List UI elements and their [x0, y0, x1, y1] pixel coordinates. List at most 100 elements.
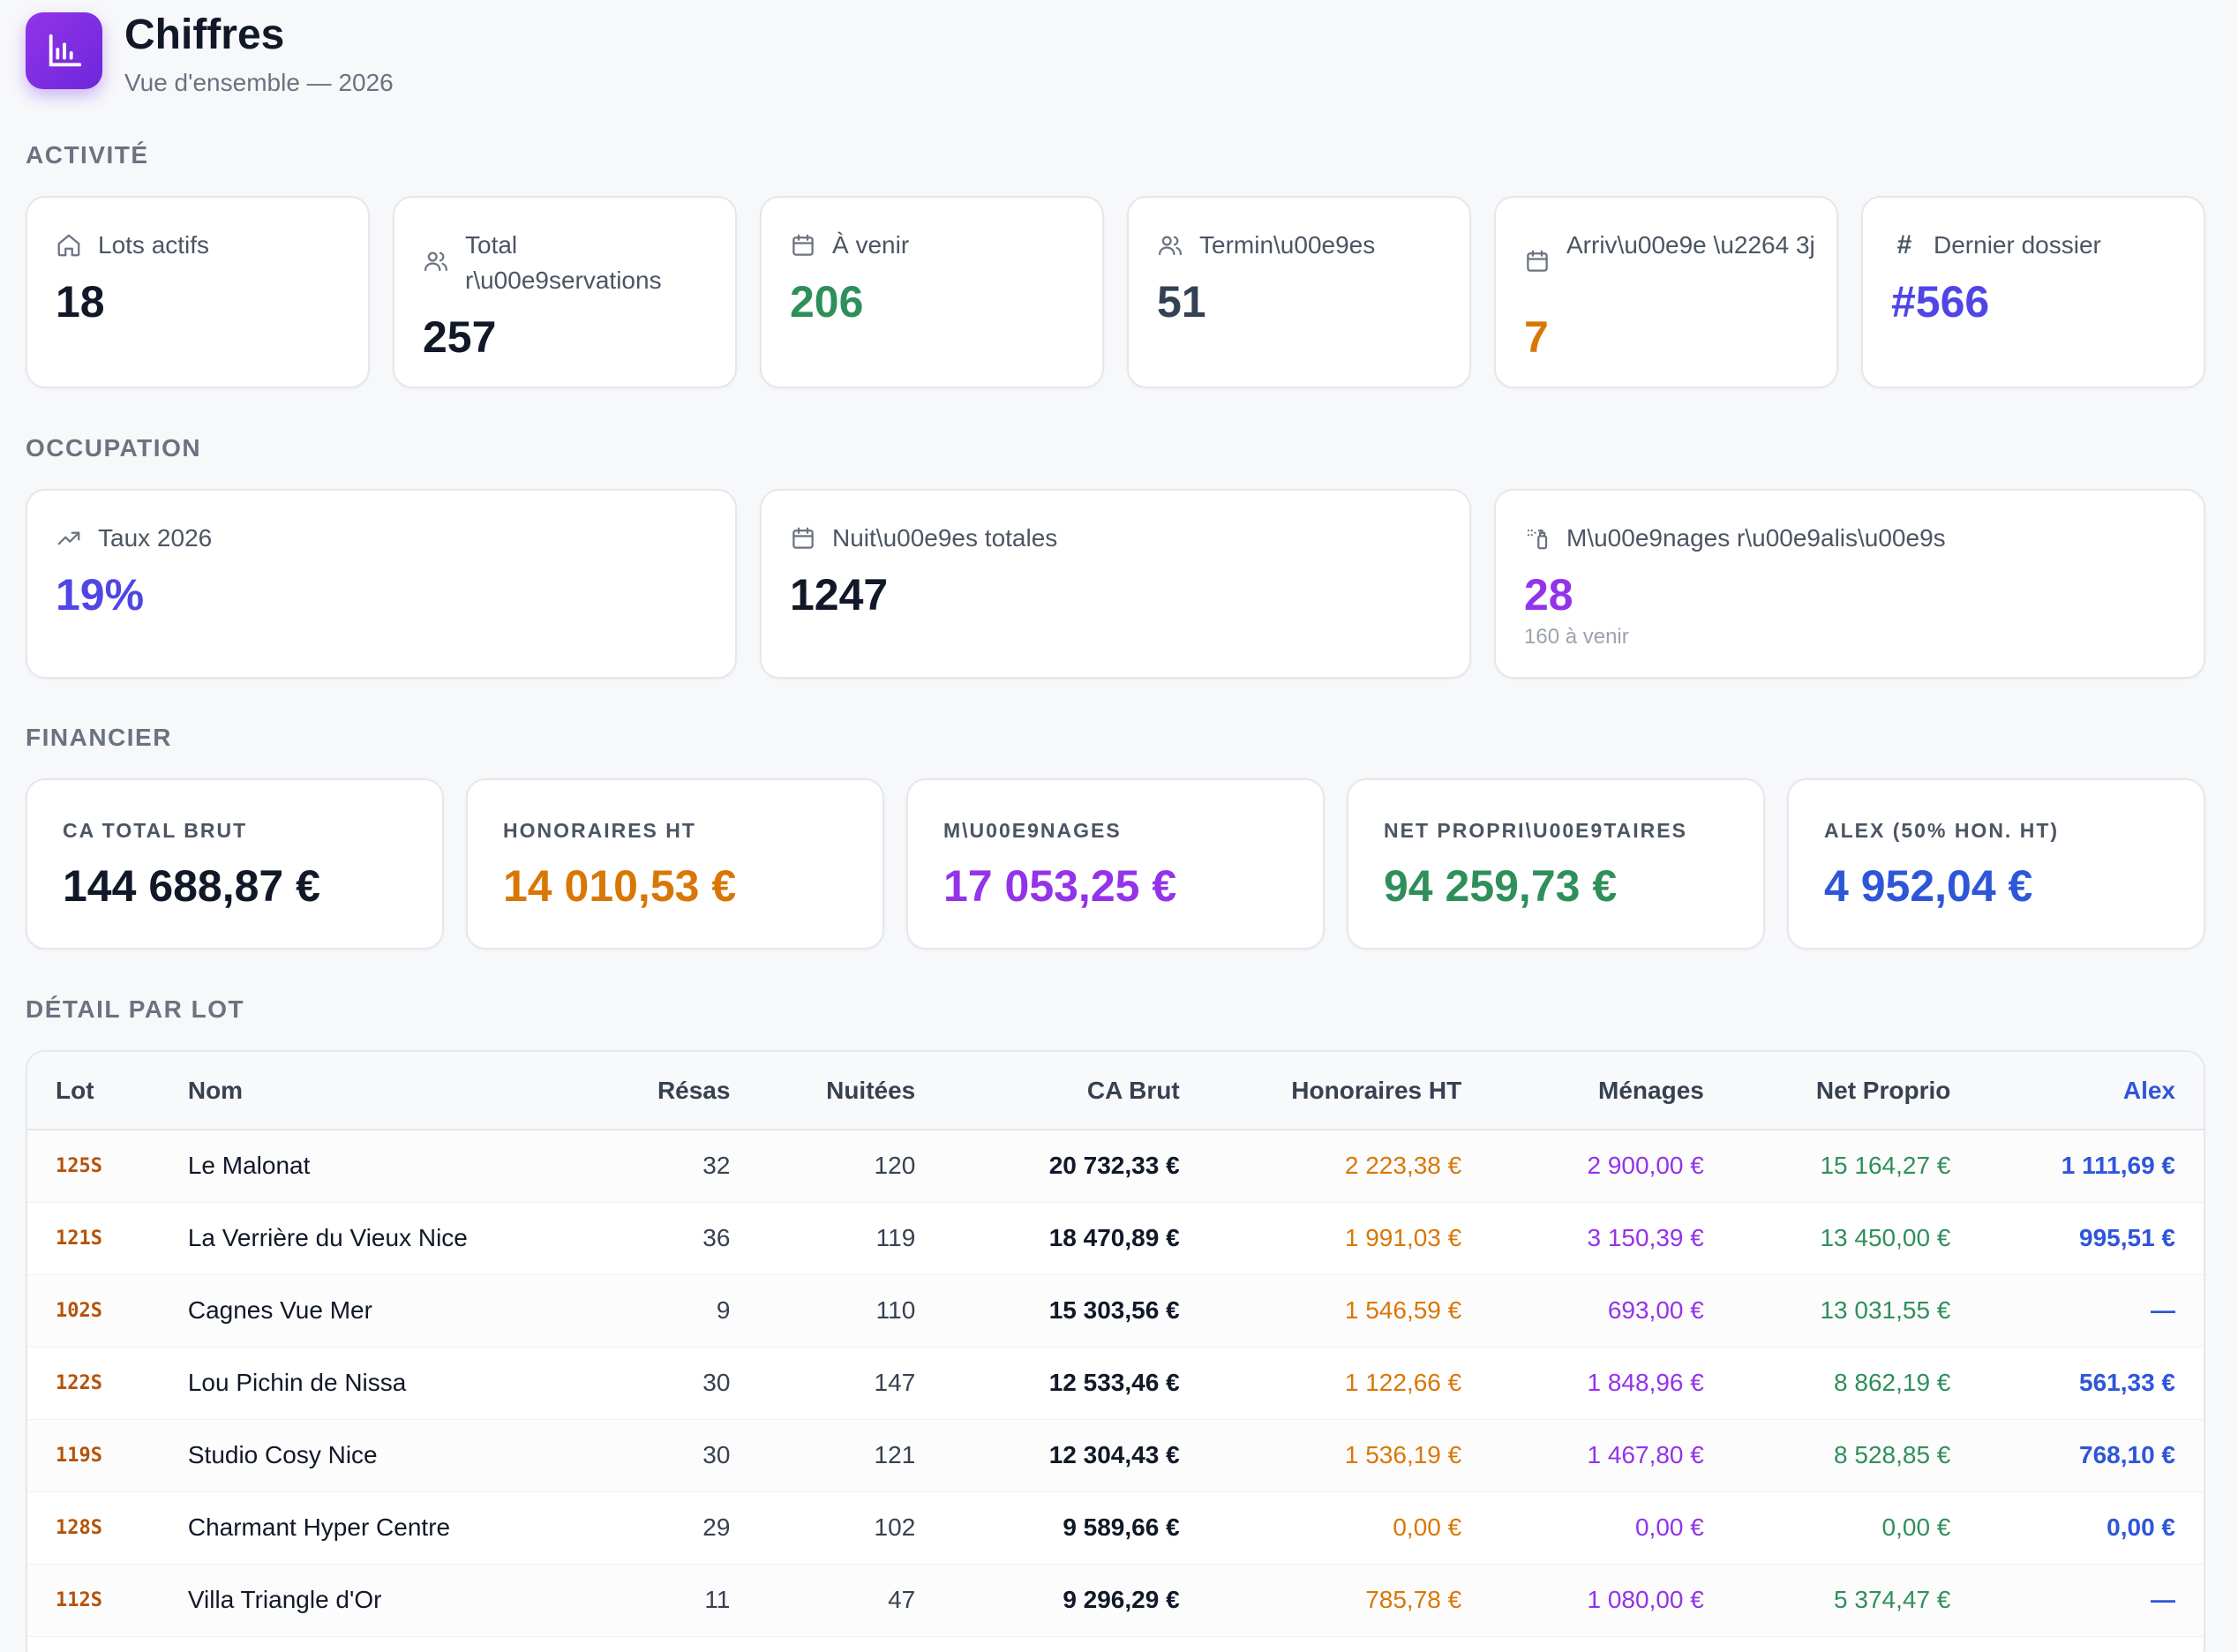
- kpi-terminees: Termin\u00e9es 51: [1127, 196, 1471, 388]
- cell-resas: 9: [716, 1296, 731, 1324]
- cell-nuitees: 147: [874, 1369, 916, 1396]
- fin-label: NET PROPRI\U00E9TAIRES: [1384, 819, 1687, 842]
- calendar-icon: [1524, 244, 1551, 279]
- fin-value: 17 053,25 €: [943, 861, 1177, 911]
- calendar-icon: [790, 521, 816, 556]
- table-header-row: Lot Nom Résas Nuitées CA Brut Honoraires…: [27, 1052, 2204, 1130]
- kpi-label: M\u00e9nages r\u00e9alis\u00e9s: [1566, 524, 1946, 552]
- cell-nom: Lou Pichin de Nissa: [187, 1369, 407, 1396]
- cell-nom: Cagnes Vue Mer: [187, 1296, 372, 1324]
- cell-alex: 768,10 €: [2079, 1441, 2175, 1468]
- cell-resas: 30: [702, 1369, 731, 1396]
- fin-menages: M\U00E9NAGES 17 053,25 €: [906, 778, 1325, 950]
- cell-honoraires: 1 546,59 €: [1344, 1296, 1462, 1324]
- fin-label: HONORAIRES HT: [503, 819, 696, 842]
- kpi-value: 19%: [56, 570, 145, 620]
- kpi-value: 206: [790, 277, 864, 327]
- col-header-resas[interactable]: Résas: [657, 1076, 731, 1104]
- kpi-value: #566: [1891, 277, 1990, 327]
- fin-alex: ALEX (50% HON. HT) 4 952,04 €: [1787, 778, 2205, 950]
- kpi-label: Total r\u00e9servations: [465, 231, 662, 294]
- kpi-subtext: 160 à venir: [1524, 625, 1629, 649]
- fin-value: 94 259,73 €: [1384, 861, 1618, 911]
- col-header-nom[interactable]: Nom: [187, 1076, 244, 1104]
- cell-net: 13 031,55 €: [1820, 1296, 1951, 1324]
- section-occupation: OCCUPATION: [26, 434, 202, 462]
- kpi-a-venir: À venir 206: [760, 196, 1104, 388]
- col-header-alex[interactable]: Alex: [2122, 1076, 2175, 1104]
- cell-nuitees: 120: [874, 1152, 916, 1180]
- kpi-label: Arriv\u00e9e \u2264 3j: [1566, 231, 1815, 259]
- col-header-ca-brut[interactable]: CA Brut: [1086, 1076, 1180, 1104]
- cell-menages: 693,00 €: [1607, 1296, 1704, 1324]
- kpi-label: Lots actifs: [98, 231, 210, 259]
- page-title: Chiffres: [124, 11, 285, 58]
- cell-nuitees: 110: [875, 1296, 916, 1324]
- cell-alex: 0,00 €: [2107, 1513, 2175, 1541]
- table-row[interactable]: 128S Charmant Hyper Centre 29 102 9 589,…: [27, 1491, 2204, 1564]
- col-header-nuitees[interactable]: Nuitées: [826, 1076, 916, 1104]
- cell-menages: 1 848,96 €: [1587, 1369, 1704, 1396]
- users-icon: [1157, 228, 1183, 263]
- kpi-value: 28: [1524, 570, 1573, 620]
- cell-resas: 29: [702, 1513, 731, 1541]
- cell-nom: Charmant Hyper Centre: [187, 1513, 451, 1541]
- cell-lot: 121S: [56, 1227, 102, 1250]
- cell-alex: 561,33 €: [2079, 1369, 2175, 1396]
- kpi-dernier-dossier: # Dernier dossier #566: [1861, 196, 2205, 388]
- cell-ca-brut: 12 533,46 €: [1048, 1369, 1180, 1396]
- table-row[interactable]: 102S Cagnes Vue Mer 9 110 15 303,56 € 1 …: [27, 1274, 2204, 1347]
- cell-net: 8 528,85 €: [1834, 1441, 1951, 1468]
- cell-net: 0,00 €: [1881, 1513, 1951, 1541]
- cell-menages: 2 900,00 €: [1587, 1152, 1704, 1180]
- cell-lot: 112S: [56, 1588, 102, 1611]
- kpi-label: Termin\u00e9es: [1199, 231, 1376, 259]
- bar-chart-icon: [26, 12, 102, 89]
- hash-icon: #: [1896, 230, 1912, 259]
- page-header: Chiffres Vue d'ensemble — 2026: [26, 12, 394, 97]
- kpi-label: À venir: [832, 231, 910, 259]
- kpi-menages: M\u00e9nages r\u00e9alis\u00e9s 28 160 à…: [1494, 489, 2205, 679]
- cell-menages: 0,00 €: [1634, 1513, 1704, 1541]
- cell-nom: Villa Triangle d'Or: [187, 1586, 382, 1613]
- fin-label: CA TOTAL BRUT: [63, 819, 248, 842]
- table-row[interactable]: 122S Lou Pichin de Nissa 30 147 12 533,4…: [27, 1347, 2204, 1419]
- kpi-arrivee: Arriv\u00e9e \u2264 3j 7: [1494, 196, 1838, 388]
- fin-label: ALEX (50% HON. HT): [1824, 819, 2060, 842]
- cell-resas: 11: [704, 1586, 731, 1613]
- fin-ca-total: CA TOTAL BRUT 144 688,87 €: [26, 778, 444, 950]
- table-row[interactable]: 112S Villa Triangle d'Or 11 47 9 296,29 …: [27, 1564, 2204, 1636]
- kpi-label: Dernier dossier: [1934, 231, 2101, 259]
- table-row[interactable]: 125S Le Malonat 32 120 20 732,33 € 2 223…: [27, 1130, 2204, 1202]
- fin-net-proprio: NET PROPRI\U00E9TAIRES 94 259,73 €: [1347, 778, 1765, 950]
- fin-value: 4 952,04 €: [1824, 861, 2033, 911]
- col-header-net[interactable]: Net Proprio: [1815, 1076, 1951, 1104]
- cell-alex: 1 111,69 €: [2061, 1152, 2175, 1180]
- table-row[interactable]: 119S Studio Cosy Nice 30 121 12 304,43 €…: [27, 1419, 2204, 1491]
- kpi-value: 1247: [790, 570, 889, 620]
- trending-up-icon: [56, 521, 82, 556]
- table-row[interactable]: 121S La Verrière du Vieux Nice 36 119 18…: [27, 1202, 2204, 1274]
- cell-net: 8 862,19 €: [1834, 1369, 1951, 1396]
- col-header-menages[interactable]: Ménages: [1598, 1076, 1704, 1104]
- kpi-label: Nuit\u00e9es totales: [832, 524, 1058, 552]
- cell-menages: 1 080,00 €: [1587, 1586, 1704, 1613]
- users-icon: [423, 244, 449, 279]
- section-activite: ACTIVITÉ: [26, 141, 149, 169]
- kpi-value: 7: [1524, 312, 1549, 362]
- col-header-honoraires[interactable]: Honoraires HT: [1291, 1076, 1462, 1104]
- cell-honoraires: 1 991,03 €: [1344, 1224, 1462, 1251]
- cell-alex: —: [2151, 1296, 2175, 1324]
- cell-alex: 995,51 €: [2079, 1224, 2175, 1251]
- cell-lot: 125S: [56, 1154, 102, 1177]
- page-subtitle: Vue d'ensemble — 2026: [124, 69, 394, 96]
- cell-lot: 102S: [56, 1299, 102, 1322]
- fin-label: M\U00E9NAGES: [943, 819, 1122, 842]
- cell-menages: 3 150,39 €: [1587, 1224, 1704, 1251]
- cell-resas: 32: [702, 1152, 731, 1180]
- cell-honoraires: 2 223,38 €: [1344, 1152, 1462, 1180]
- col-header-lot[interactable]: Lot: [56, 1076, 94, 1104]
- cell-alex: —: [2151, 1586, 2175, 1613]
- cell-net: 15 164,27 €: [1820, 1152, 1951, 1180]
- cell-ca-brut: 9 589,66 €: [1063, 1513, 1180, 1541]
